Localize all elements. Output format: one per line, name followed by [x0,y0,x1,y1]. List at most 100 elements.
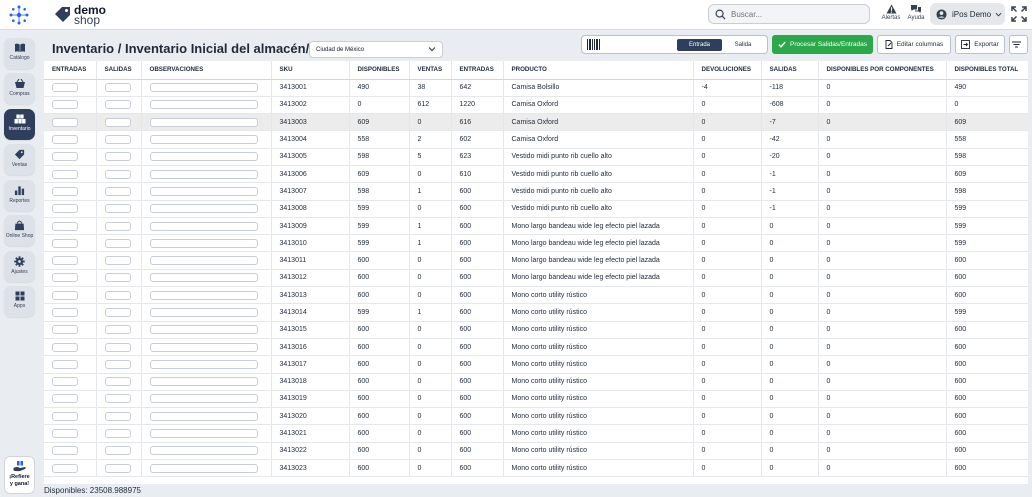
table-row[interactable]: 3413020 600 0 600 Mono corto utility rústico… [44,407,1028,426]
sidebar-item-compras[interactable]: Compras [4,73,35,104]
salidas-input[interactable] [104,411,131,421]
entradas-input[interactable] [52,135,78,145]
search-input[interactable] [731,9,861,19]
observaciones-input[interactable] [149,256,258,266]
entradas-input[interactable] [52,186,78,196]
entradas-input[interactable] [52,204,78,214]
export-button[interactable]: Exportar [955,35,1005,54]
column-header-salidas[interactable]: SALIDAS [96,61,142,80]
alerts-button[interactable]: Alertas [877,4,905,21]
salidas-input[interactable] [104,342,131,352]
table-row[interactable]: 3413023 600 0 600 Mono corto utility rústico… [44,459,1028,478]
entrada-toggle[interactable]: Entrada [677,39,722,51]
user-menu-button[interactable]: iPos Demo [930,3,1005,25]
salidas-input[interactable] [104,117,131,127]
table-row[interactable]: 3413005 598 5 623 Vestido midi punto rib cue… [44,148,1028,166]
observaciones-input[interactable] [149,359,258,369]
table-row[interactable]: 3413011 600 0 600 Mono largo bandeau wide le… [44,251,1028,270]
table-row[interactable]: 3413021 600 0 600 Mono corto utility rústico… [44,424,1028,443]
column-header-disponibles-componentes[interactable]: DISPONIBLES POR COMPONENTES [818,61,947,80]
salidas-input[interactable] [104,169,131,179]
table-row[interactable]: 3413002 0 612 1220 Camisa Oxford 0 -608 0 0 [44,96,1028,115]
salidas-input[interactable] [104,135,131,145]
warehouse-select[interactable]: Ciudad de México [309,41,443,58]
entradas-input[interactable] [52,394,78,404]
observaciones-input[interactable] [149,83,258,93]
observaciones-input[interactable] [149,186,258,196]
salidas-input[interactable] [104,204,131,214]
column-header-salidas-total[interactable]: SALIDAS [761,61,819,80]
entradas-input[interactable] [52,411,78,421]
table-row[interactable]: 3413015 600 0 600 Mono corto utility rústico… [44,321,1028,339]
table-row[interactable]: 3413014 599 1 600 Mono corto utility rústico… [44,303,1028,322]
observaciones-input[interactable] [149,204,258,214]
salidas-input[interactable] [104,273,131,283]
observaciones-input[interactable] [149,238,258,248]
salidas-input[interactable] [104,100,131,110]
salidas-input[interactable] [104,429,131,439]
sidebar-item-inventario[interactable]: Inventario [4,109,35,140]
entradas-input[interactable] [52,83,78,93]
observaciones-input[interactable] [149,377,258,387]
table-row[interactable]: 3413009 599 1 600 Mono largo bandeau wide le… [44,217,1028,236]
salida-toggle[interactable]: Salida [734,42,752,48]
column-header-devoluciones[interactable]: DEVOLUCIONES [693,61,762,80]
entradas-input[interactable] [52,325,78,335]
table-row[interactable]: 3413004 558 2 602 Camisa Oxford 0 -42 0 558 [44,130,1028,149]
search-box[interactable] [708,4,870,24]
entradas-input[interactable] [52,117,78,127]
salidas-input[interactable] [104,290,131,300]
observaciones-input[interactable] [149,394,258,404]
sidebar-item-ventas[interactable]: Ventas [4,144,35,175]
column-header-sku[interactable]: SKU [271,61,350,80]
table-row[interactable]: 3413003 609 0 616 Camisa Oxford 0 -7 0 609 [44,113,1028,132]
observaciones-input[interactable] [149,169,258,179]
salidas-input[interactable] [104,238,131,248]
table-row[interactable]: 3413019 600 0 600 Mono corto utility rústico… [44,390,1028,409]
salidas-input[interactable] [104,221,131,231]
app-launcher-icon[interactable] [8,4,30,26]
table-row[interactable]: 3413012 600 0 600 Mono largo bandeau wide le… [44,269,1028,288]
table-row[interactable]: 3413018 600 0 600 Mono corto utility rústico… [44,373,1028,391]
observaciones-input[interactable] [149,135,258,145]
observaciones-input[interactable] [149,290,258,300]
table-row[interactable]: 3413010 599 1 600 Mono largo bandeau wide le… [44,234,1028,253]
entradas-input[interactable] [52,429,78,439]
fullscreen-icon[interactable] [1010,5,1028,23]
sidebar-item-online-shop[interactable]: Online Shop [4,215,35,246]
entradas-input[interactable] [52,169,78,179]
column-header-observaciones[interactable]: OBSERVACIONES [141,61,272,80]
sidebar-item-reportes[interactable]: Reportes [4,180,35,211]
entradas-input[interactable] [52,446,78,456]
observaciones-input[interactable] [149,100,258,110]
table-row[interactable]: 3413017 600 0 600 Mono corto utility rústico… [44,355,1028,374]
table-row[interactable]: 3413006 609 0 610 Vestido midi punto rib cue… [44,165,1028,184]
salidas-input[interactable] [104,446,131,456]
salidas-input[interactable] [104,152,131,162]
table-row[interactable]: 3413016 600 0 600 Mono corto utility rústico… [44,338,1028,357]
filter-button[interactable] [1009,35,1028,54]
column-header-entradas-total[interactable]: ENTRADAS [451,61,504,80]
table-row[interactable]: 3413022 600 0 600 Mono corto utility rústico… [44,442,1028,461]
logo[interactable]: demo shop [52,1,106,29]
salidas-input[interactable] [104,186,131,196]
entradas-input[interactable] [52,152,78,162]
salidas-input[interactable] [104,256,131,266]
observaciones-input[interactable] [149,429,258,439]
table-row[interactable]: 3413007 598 1 600 Vestido midi punto rib cue… [44,182,1028,201]
sidebar-item-catalogo[interactable]: Catálogo [4,38,35,69]
observaciones-input[interactable] [149,152,258,162]
salidas-input[interactable] [104,394,131,404]
column-header-disponibles-total[interactable]: DISPONIBLES TOTAL [946,61,1028,80]
entradas-input[interactable] [52,308,78,317]
column-header-disponibles[interactable]: DISPONIBLES [349,61,410,80]
entradas-input[interactable] [52,273,78,283]
observaciones-input[interactable] [149,117,258,127]
salidas-input[interactable] [104,83,131,93]
observaciones-input[interactable] [149,325,258,335]
help-button[interactable]: Ayuda [902,4,930,21]
entradas-input[interactable] [52,238,78,248]
table-row[interactable]: 3413013 600 0 600 Mono corto utility rústico… [44,286,1028,305]
observaciones-input[interactable] [149,221,258,231]
entradas-input[interactable] [52,359,78,369]
